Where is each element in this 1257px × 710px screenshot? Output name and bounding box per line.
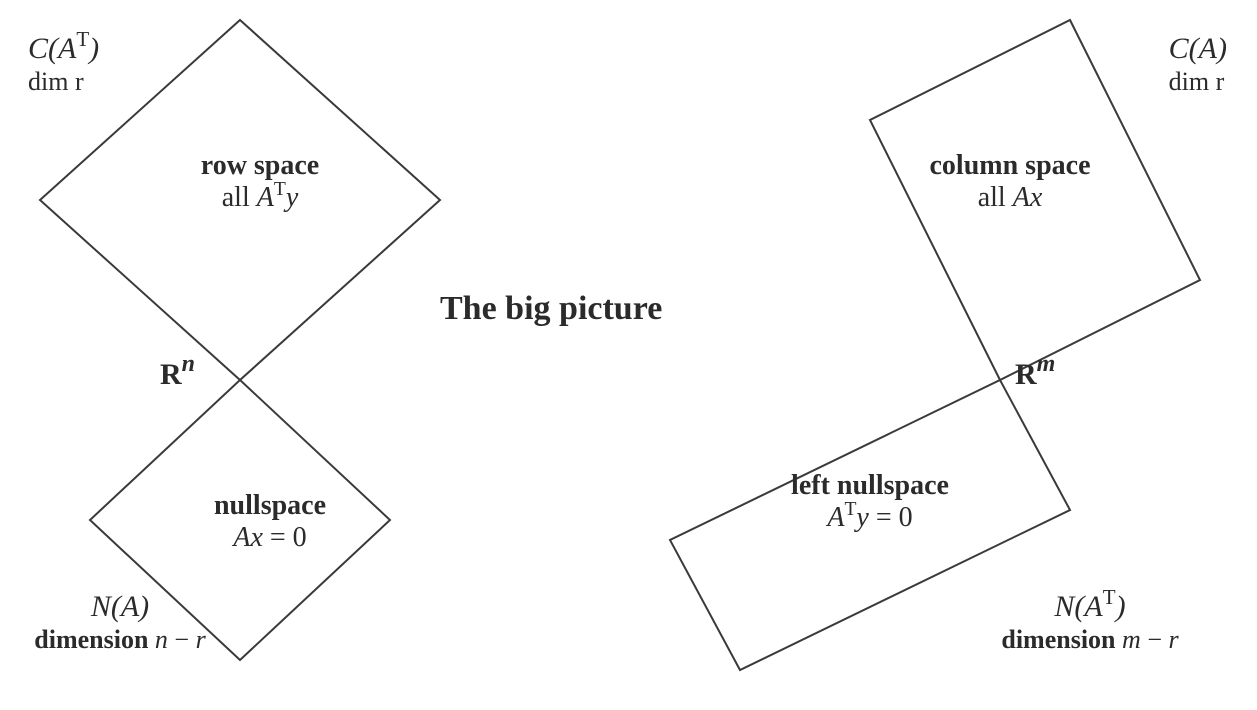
label-nullspace: nullspace Ax = 0 <box>190 490 350 554</box>
superscript-t-icon: T <box>1103 585 1116 609</box>
superscript-m-icon: m <box>1037 351 1056 377</box>
label-left-nullspace: left nullspace ATy = 0 <box>760 470 980 534</box>
title-the-big-picture: The big picture <box>440 290 662 328</box>
label-column-space: column space all Ax <box>905 150 1115 214</box>
label-c-a-transpose: C(AT) dim r <box>28 32 99 96</box>
label-row-space: row space all ATy <box>175 150 345 214</box>
label-n-a: N(A) dimension n − r <box>10 590 230 654</box>
label-c-a: C(A) dim r <box>1169 32 1227 96</box>
superscript-t-icon: T <box>844 499 856 520</box>
superscript-n-icon: n <box>182 351 195 377</box>
label-rn: Rn <box>160 358 195 393</box>
superscript-t-icon: T <box>274 179 286 200</box>
superscript-t-icon: T <box>76 27 89 51</box>
label-n-a-transpose: N(AT) dimension m − r <box>940 590 1240 654</box>
title-text: The big picture <box>440 290 662 327</box>
label-rm: Rm <box>1015 358 1055 393</box>
